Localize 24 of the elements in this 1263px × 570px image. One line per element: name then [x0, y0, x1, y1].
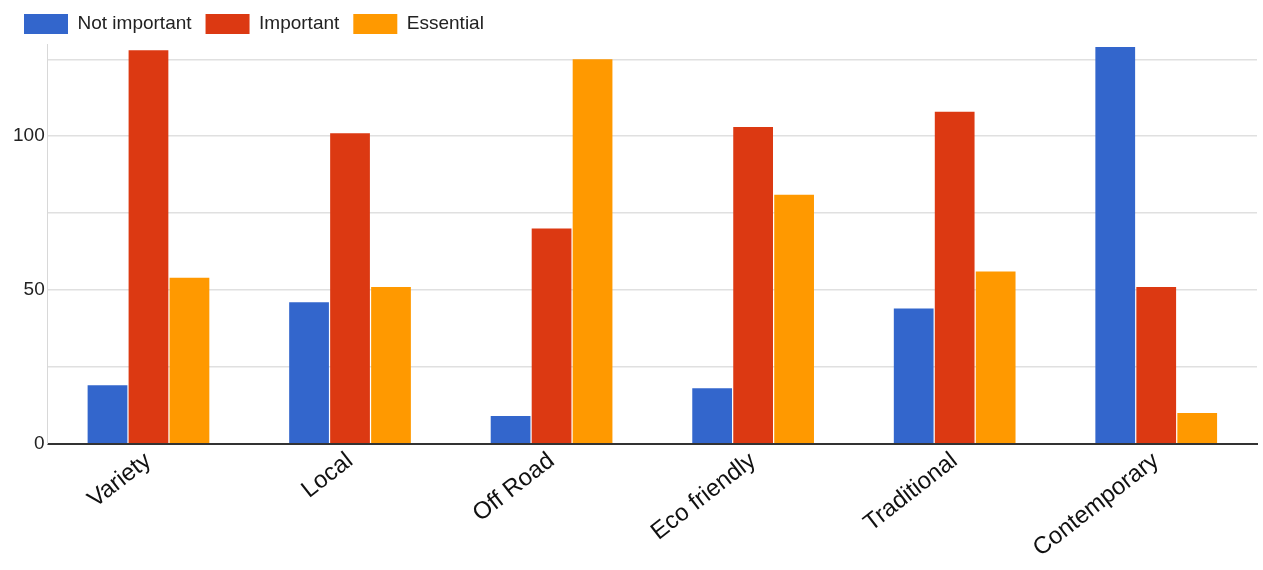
bar	[692, 388, 733, 443]
y-tick-label: 0	[34, 431, 45, 453]
legend-label: Not important	[77, 12, 193, 34]
legend-label: Important	[259, 12, 341, 34]
bar	[330, 133, 370, 443]
bar	[1136, 286, 1177, 443]
bar	[371, 286, 411, 443]
bar	[1177, 412, 1218, 443]
bar	[87, 385, 128, 443]
bar	[1095, 47, 1136, 443]
bar	[531, 228, 572, 443]
y-tick-label: 100	[13, 124, 45, 146]
bar	[774, 194, 814, 443]
bar	[934, 111, 975, 443]
legend-label: Essential	[406, 12, 484, 34]
y-tick-label: 50	[23, 278, 45, 300]
bar	[893, 308, 934, 443]
bar	[572, 59, 613, 443]
bar	[128, 50, 169, 443]
bar	[490, 416, 531, 443]
bar	[733, 127, 773, 443]
bar	[975, 271, 1016, 443]
bar	[289, 302, 329, 443]
bar	[169, 277, 210, 443]
